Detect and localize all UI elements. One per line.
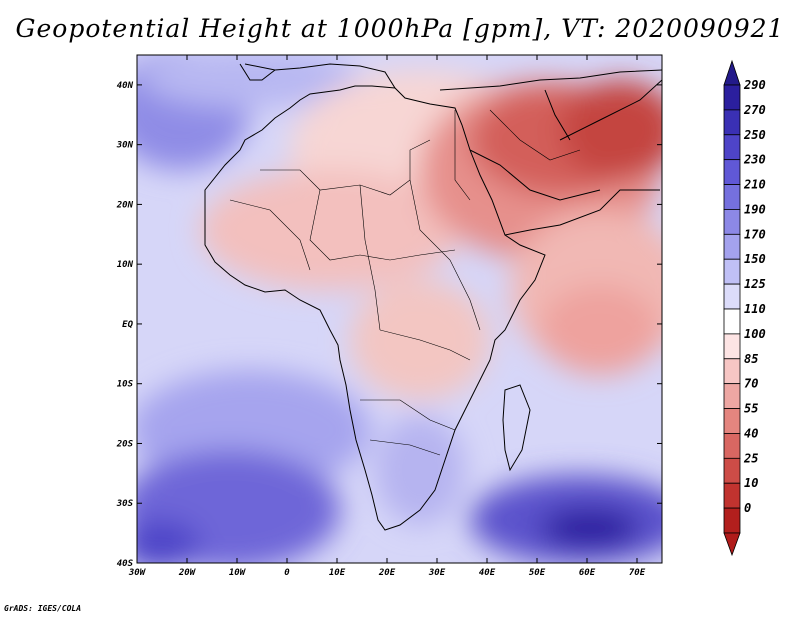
colorbar-swatch [723, 333, 741, 360]
country-borders [229, 109, 581, 456]
colorbar-swatch [723, 308, 741, 335]
colorbar-swatch [723, 433, 741, 459]
colorbar-label: 230 [743, 153, 766, 167]
colorbar-label: 85 [744, 352, 758, 366]
colorbar-label: 100 [744, 327, 766, 341]
colorbar-label: 190 [744, 202, 766, 216]
colorbar-swatch [723, 134, 741, 161]
lat-label: 20S [116, 439, 134, 449]
lon-label: 20E [378, 568, 396, 578]
colorbar-swatch [723, 482, 741, 509]
colorbar-label: 210 [743, 178, 766, 192]
lon-label: 60E [579, 568, 596, 578]
colorbar-swatch [723, 258, 741, 285]
colorbar-top-arrow [723, 59, 741, 86]
colorbar-label: 110 [744, 302, 766, 316]
lat-label: 40N [117, 81, 134, 91]
lon-label: 50E [529, 568, 546, 578]
lat-label: 30N [116, 141, 134, 151]
colorbar-label: 70 [744, 377, 758, 391]
lat-label: 10N [117, 260, 134, 270]
lat-label: 10S [117, 380, 134, 390]
lon-label: 10W [229, 568, 247, 578]
coastlines [204, 63, 662, 531]
colorbar-swatch [723, 184, 741, 210]
colorbar-swatch [723, 84, 741, 111]
lon-label: 40E [479, 568, 496, 578]
colorbar-swatch [723, 209, 741, 235]
colorbar-label: 0 [744, 501, 751, 515]
colorbar-swatch [723, 233, 741, 260]
colorbar-swatch [723, 283, 741, 310]
lon-label: 70E [629, 568, 646, 578]
colorbar-label: 55 [744, 402, 758, 416]
height-field [137, 55, 662, 563]
colorbar-swatch [723, 358, 741, 385]
colorbar-swatch [723, 408, 741, 434]
lon-label: 30E [428, 568, 446, 578]
colorbar-label: 25 [743, 451, 758, 465]
colorbar-label: 290 [743, 78, 766, 92]
lon-label: 20W [178, 568, 197, 578]
colorbar-swatch [723, 383, 741, 409]
map-frame [136, 54, 663, 564]
lon-label: 30W [128, 568, 147, 578]
lat-label: 20N [116, 200, 134, 210]
lat-label: EQ [122, 320, 133, 330]
colorbar-label: 10 [744, 476, 758, 490]
footer-credit: GrADS: IGES/COLA [4, 604, 82, 613]
colorbar-bottom-arrow [723, 532, 741, 557]
colorbar-label: 125 [744, 277, 766, 291]
colorbar-label: 40 [744, 426, 758, 440]
colorbar-swatch [723, 159, 741, 185]
lon-label: 0 [284, 568, 290, 578]
colorbar-label: 250 [743, 128, 766, 142]
colorbar: 2902702502302101901701501251101008570554… [723, 59, 766, 557]
lat-label: 40S [117, 559, 134, 569]
colorbar-label: 150 [744, 252, 766, 266]
colorbar-swatch [723, 507, 741, 534]
colorbar-label: 170 [744, 227, 766, 241]
colorbar-swatch [723, 109, 741, 136]
chart-title: Geopotential Height at 1000hPa [gpm], VT… [15, 14, 785, 43]
lon-label: 10E [329, 568, 346, 578]
colorbar-label: 270 [743, 103, 766, 117]
colorbar-swatch [723, 457, 741, 484]
lat-label: 30S [116, 499, 134, 509]
